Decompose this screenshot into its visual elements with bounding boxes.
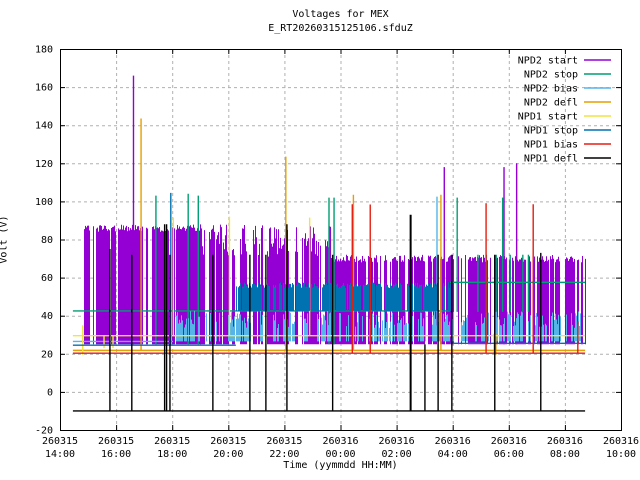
legend-label-npd1-defl: NPD1 defl <box>524 154 578 165</box>
svg-text:80: 80 <box>41 235 53 246</box>
x-tick-labels: 260315 14:00 260315 16:00 260315 18:00 260315 2… <box>42 436 639 460</box>
svg-text:00:00: 00:00 <box>325 449 355 460</box>
legend-label-npd2-bias: NPD2 bias <box>524 84 578 95</box>
svg-text:180: 180 <box>35 45 53 56</box>
svg-text:-20: -20 <box>35 426 53 437</box>
svg-text:06:00: 06:00 <box>494 449 524 460</box>
legend-label-npd1-stop: NPD1 stop <box>524 126 578 137</box>
svg-text:22:00: 22:00 <box>269 449 299 460</box>
svg-text:02:00: 02:00 <box>382 449 412 460</box>
svg-text:260316: 260316 <box>379 436 415 447</box>
svg-text:260315: 260315 <box>266 436 302 447</box>
x-axis-title: Time (yymmdd HH:MM) <box>283 460 398 471</box>
svg-text:160: 160 <box>35 83 53 94</box>
legend-label-npd1-start: NPD1 start <box>518 112 578 123</box>
chart-title: Voltages for MEX <box>292 9 389 20</box>
y-tick-labels: 180 160 140 120 100 80 60 40 20 0 -20 <box>35 45 53 437</box>
svg-text:20: 20 <box>41 349 53 360</box>
svg-text:40: 40 <box>41 311 53 322</box>
legend-label-npd2-defl: NPD2 defl <box>524 98 578 109</box>
svg-text:260316: 260316 <box>547 436 583 447</box>
svg-text:16:00: 16:00 <box>101 449 131 460</box>
svg-text:260316: 260316 <box>322 436 358 447</box>
legend-label-npd2-start: NPD2 start <box>518 56 578 67</box>
svg-text:08:00: 08:00 <box>550 449 580 460</box>
svg-text:260316: 260316 <box>603 436 639 447</box>
svg-text:20:00: 20:00 <box>213 449 243 460</box>
svg-text:0: 0 <box>47 387 53 398</box>
series-npd1-defl <box>72 214 586 412</box>
svg-text:120: 120 <box>35 159 53 170</box>
svg-text:140: 140 <box>35 121 53 132</box>
svg-text:100: 100 <box>35 197 53 208</box>
y-axis-title: Volt (V) <box>0 215 10 264</box>
legend: NPD2 start NPD2 stop NPD2 bias NPD2 defl NPD… <box>518 56 611 165</box>
svg-text:260315: 260315 <box>154 436 190 447</box>
legend-label-npd1-bias: NPD1 bias <box>524 140 578 151</box>
svg-text:04:00: 04:00 <box>438 449 468 460</box>
series-npd1-bias <box>72 203 586 354</box>
svg-text:260316: 260316 <box>491 436 527 447</box>
svg-text:10:00: 10:00 <box>606 449 636 460</box>
chart-subtitle: E_RT20260315125106.sfduZ <box>268 23 413 34</box>
svg-text:260315: 260315 <box>98 436 134 447</box>
series-npd2-bias <box>72 196 581 343</box>
plot-border <box>60 49 622 431</box>
svg-text:260315: 260315 <box>210 436 246 447</box>
svg-text:60: 60 <box>41 273 53 284</box>
svg-text:260315: 260315 <box>42 436 78 447</box>
svg-text:260316: 260316 <box>435 436 471 447</box>
svg-text:18:00: 18:00 <box>157 449 187 460</box>
svg-text:14:00: 14:00 <box>45 449 75 460</box>
legend-label-npd2-stop: NPD2 stop <box>524 70 578 81</box>
series-npd1-start <box>72 216 586 355</box>
